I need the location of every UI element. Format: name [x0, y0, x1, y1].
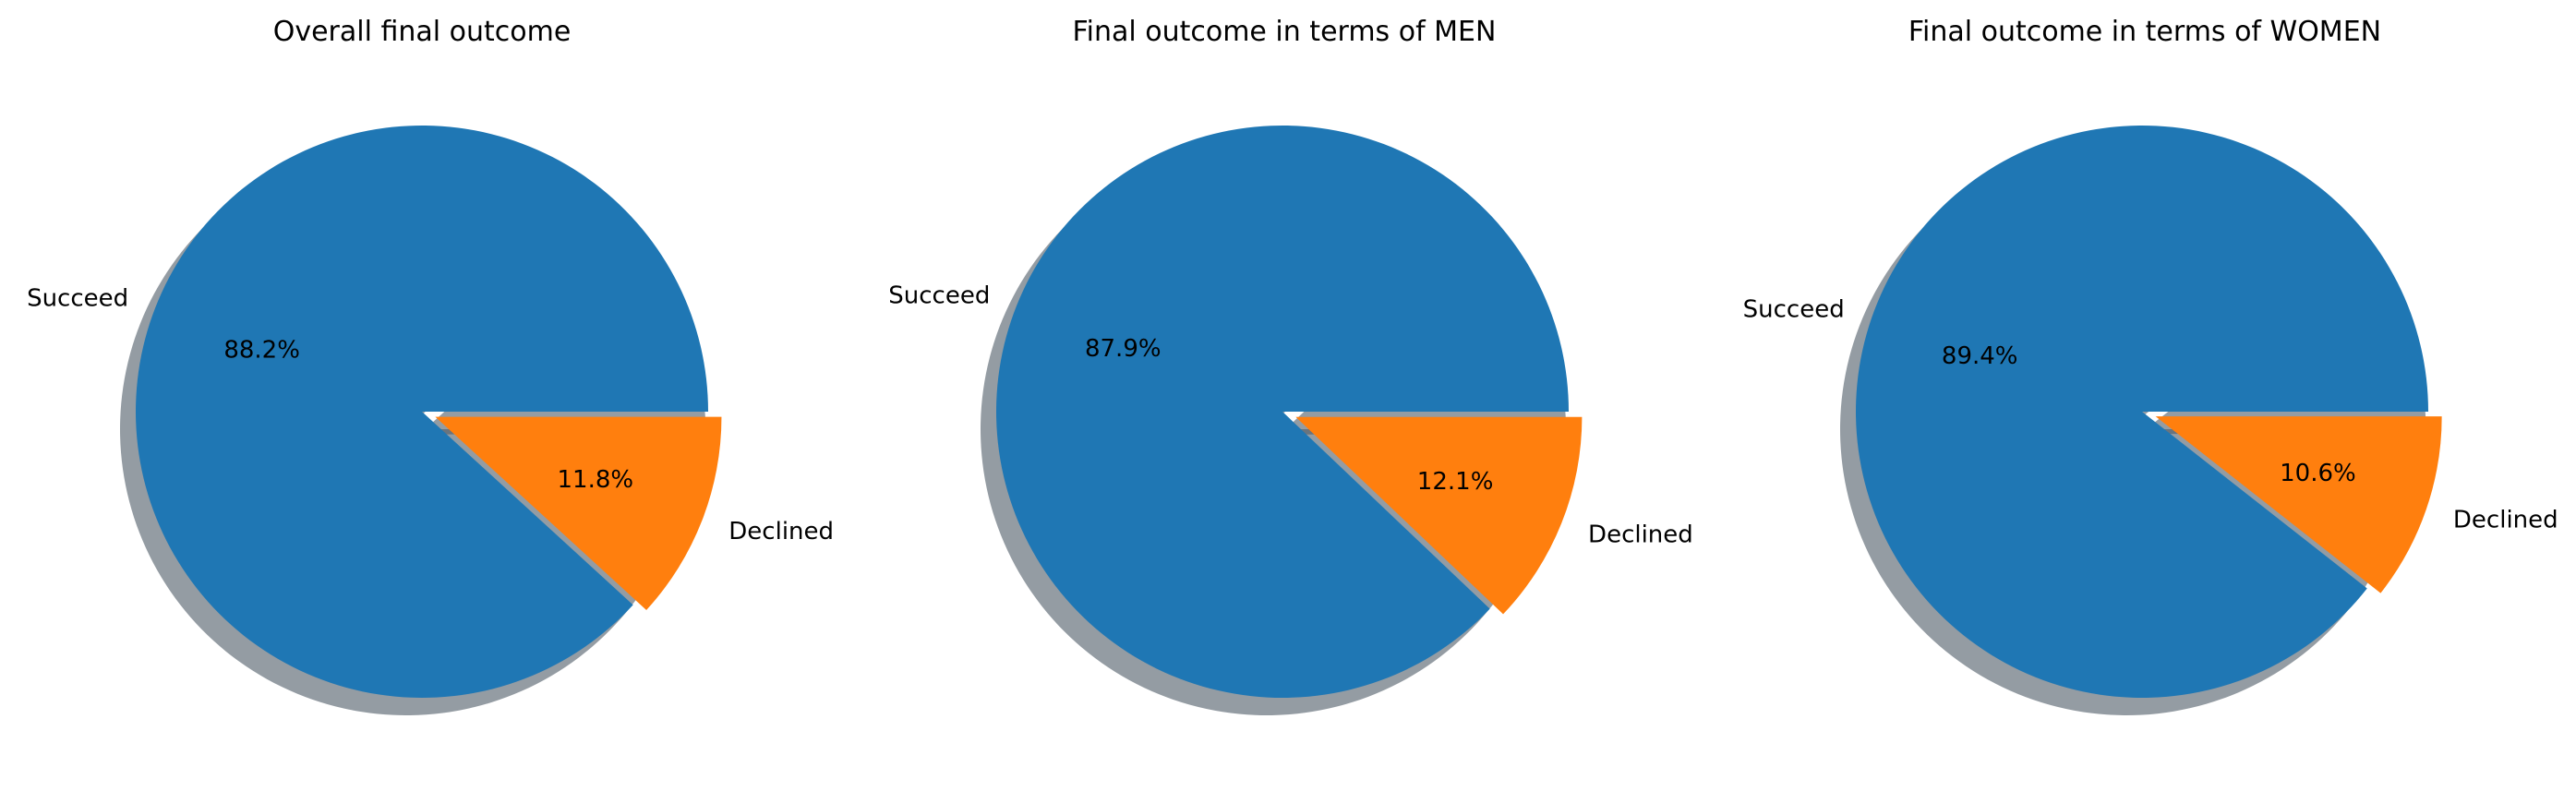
- slice-declined: [2155, 416, 2442, 593]
- slice-value-label-succeed: 88.2%: [223, 337, 300, 365]
- slice-value-label-declined: 10.6%: [2280, 460, 2356, 487]
- slice-value-label-declined: 12.1%: [1417, 468, 1494, 496]
- slice-succeed: [1855, 126, 2428, 699]
- slice-label-declined: Declined: [2453, 507, 2558, 534]
- pie-chart-overall: Overall final outcome Succeed 88.2% Declin…: [27, 16, 834, 716]
- slice-label-declined: Declined: [1588, 521, 1693, 548]
- chart-title: Final outcome in terms of MEN: [1073, 16, 1497, 48]
- slice-declined: [1295, 416, 1583, 615]
- slice-label-declined: Declined: [728, 518, 834, 545]
- slice-value-label-declined: 11.8%: [558, 466, 634, 494]
- chart-title: Overall final outcome: [273, 16, 572, 48]
- slice-value-label-succeed: 87.9%: [1085, 335, 1162, 363]
- slice-label-succeed: Succeed: [1743, 296, 1845, 324]
- chart-title: Final outcome in terms of WOMEN: [1908, 16, 2381, 48]
- slice-label-succeed: Succeed: [27, 284, 128, 312]
- slice-succeed: [136, 125, 709, 698]
- slice-label-succeed: Succeed: [888, 282, 990, 309]
- slice-succeed: [996, 125, 1569, 698]
- pie-chart-men: Final outcome in terms of MEN Succeed 87.…: [888, 16, 1693, 715]
- slice-declined: [435, 416, 722, 610]
- pie-chart-women: Final outcome in terms of WOMEN Succeed 8…: [1743, 16, 2558, 715]
- slice-value-label-succeed: 89.4%: [1942, 342, 2018, 370]
